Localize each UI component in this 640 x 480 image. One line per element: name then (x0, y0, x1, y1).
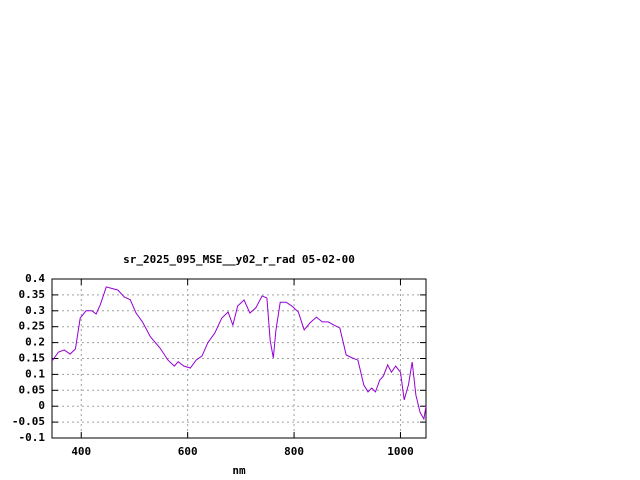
y-tick-label: 0.1 (25, 367, 45, 380)
y-tick-label: 0.25 (19, 320, 46, 333)
x-tick-label: 800 (284, 445, 304, 458)
plot-frame (51, 278, 427, 439)
x-tick-label: 600 (178, 445, 198, 458)
x-axis-label: nm (232, 464, 246, 477)
y-tick-label: 0.2 (25, 336, 45, 349)
y-tick-label: 0.4 (25, 272, 45, 285)
x-tick-label: 400 (71, 445, 91, 458)
y-tick-label: 0.3 (25, 304, 45, 317)
data-line (51, 286, 427, 421)
x-tick-label: 1000 (387, 445, 414, 458)
y-tick-label: 0 (38, 399, 45, 412)
y-tick-label: -0.1 (19, 431, 46, 444)
y-tick-label: 0.15 (19, 352, 46, 365)
chart-title: sr_2025_095_MSE__y02_r_rad 05-02-00 (123, 253, 355, 266)
y-tick-label: -0.05 (12, 415, 45, 428)
y-tick-label: 0.35 (19, 288, 46, 301)
y-tick-label: 0.05 (19, 383, 46, 396)
